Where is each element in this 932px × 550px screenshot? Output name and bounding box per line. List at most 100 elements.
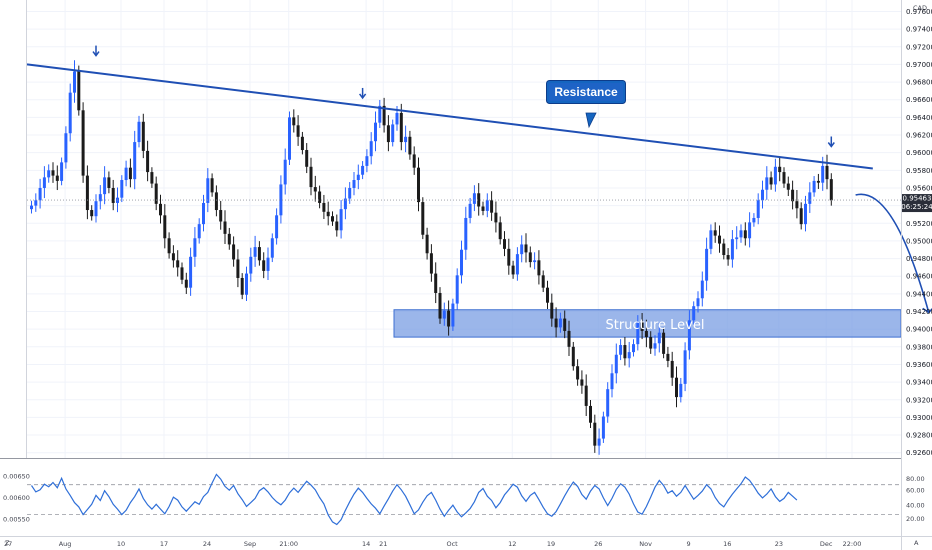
candle-body [150,172,154,184]
candle-body [511,265,515,275]
candle-body [567,330,571,347]
candle-body [765,177,769,190]
candle-body [318,191,322,203]
candle-body [743,230,747,239]
oscillator-pane [27,473,901,526]
down-arrow-head [92,51,100,57]
candle-body [584,385,588,406]
candle-body [42,177,46,188]
candle-body [137,121,141,143]
oscillator-line [31,473,798,526]
time-tick-label: Nov [639,540,652,548]
candle-body [804,203,807,225]
candle-body [472,193,476,204]
oscillator-left-label: 0.00550 [3,515,30,523]
candle-body [386,125,390,143]
candle-body [262,260,266,271]
candle-body [795,201,799,209]
candle-body [460,249,463,276]
candle-body [748,222,752,239]
candle-body [331,216,334,222]
candle-body [98,194,102,202]
candle-body [322,202,326,212]
last-price-value: 0.95463 [903,195,932,203]
candle-body [292,117,296,126]
candle-body [391,124,395,143]
candle-body [47,170,51,178]
candle-body [821,165,825,183]
candle-body [713,230,717,236]
corner-right-label[interactable]: A [914,539,919,547]
bar-countdown: 06:25:24 [901,203,932,211]
candle-body [94,201,98,217]
time-tick-label: 21:00 [279,540,298,548]
candle-body [687,320,691,351]
candle-body [447,310,451,327]
candle-body [644,330,648,338]
candle-body [700,280,704,299]
time-tick-label: 23 [775,540,783,548]
candle-body [550,302,554,319]
time-tick-label: 12 [508,540,516,548]
candle-body [455,275,459,304]
candle-body [503,239,506,249]
candle-body [34,200,38,206]
candle-body [636,322,640,345]
candle-body [382,105,386,126]
candle-body [563,318,567,331]
candle-body [825,165,829,180]
candle-body [85,175,89,211]
candle-body [494,212,498,223]
candle-body [683,350,687,384]
corner-left-label[interactable]: Z [5,539,10,547]
candle-body [606,389,610,417]
candle-body [718,235,721,244]
candle-body [675,377,678,398]
candle-body [159,203,162,216]
time-tick-label: 14 [362,540,370,548]
time-tick-label: 10 [117,540,125,548]
candle-body [60,162,64,181]
candle-body [77,71,81,111]
candle-body [270,238,274,258]
candle-body [666,353,670,361]
candle-body [739,230,743,238]
time-axis-labels[interactable]: 27 Aug 10 17 24 Sep 21:00 14 21 Oct 12 19 26 Nov 9 16 23… [4,540,861,548]
last-price-tag: 0.95463 06:25:24 [901,194,932,213]
candle-body [429,253,433,274]
candle-body [103,177,107,195]
grid [27,0,901,458]
candle-body [601,416,605,439]
time-tick-label: Sep [244,540,256,548]
candle-body [769,177,773,185]
candle-body [210,178,214,193]
candle-body [623,345,627,359]
time-tick-label: 27 [4,540,12,548]
candle-body [490,200,494,213]
candle-body [451,303,455,327]
candle-body [442,310,446,319]
candle-body [163,215,167,239]
candle-body [726,255,730,260]
candle-body [64,133,68,163]
time-tick-label: 21 [379,540,387,548]
candle-body [434,273,438,293]
candle-body [128,167,132,180]
candle-body [438,292,442,319]
callout-pointer [585,112,597,129]
candle-body [537,260,541,276]
callout-bg [549,83,623,101]
candle-body [193,238,197,257]
candle-body [305,150,309,167]
candle-body [266,257,270,271]
